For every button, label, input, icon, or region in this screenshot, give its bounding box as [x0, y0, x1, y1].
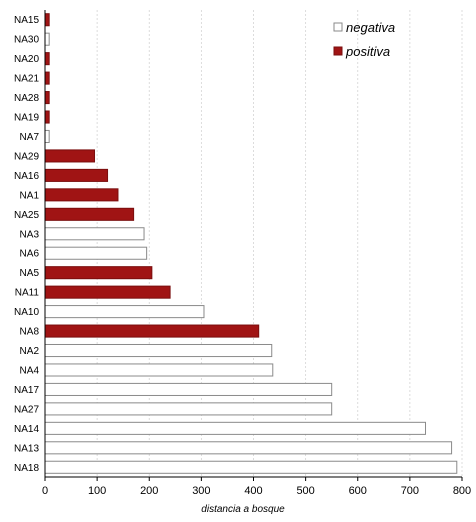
bar-NA18 — [44, 460, 458, 474]
bar-NA5 — [44, 266, 153, 280]
bar-NA10 — [44, 305, 205, 319]
y-tick-label: NA18 — [14, 463, 39, 474]
y-tick-label: NA7 — [20, 132, 40, 143]
y-tick-label: NA2 — [20, 346, 40, 357]
legend-label-negativa: negativa — [346, 20, 395, 35]
bar-NA29 — [44, 149, 96, 163]
bar-NA27 — [44, 402, 333, 416]
bar-NA16 — [44, 168, 109, 182]
bar-NA1 — [44, 188, 119, 202]
legend-swatch-positiva — [333, 46, 343, 56]
x-tick-label: 0 — [42, 485, 48, 497]
bar-NA25 — [44, 207, 135, 221]
y-tick-label: NA20 — [14, 54, 39, 65]
y-tick-label: NA8 — [20, 327, 40, 338]
y-tick-label: NA29 — [14, 151, 39, 162]
bar-NA30 — [44, 32, 50, 46]
y-tick-label: NA19 — [14, 113, 39, 124]
bar-NA28 — [44, 91, 50, 105]
legend-label-positiva: positiva — [345, 44, 390, 59]
bar-NA15 — [44, 13, 50, 27]
y-tick-label: NA15 — [14, 15, 39, 26]
y-tick-label: NA27 — [14, 404, 39, 415]
bar-NA6 — [44, 246, 148, 260]
y-tick-label: NA17 — [14, 385, 39, 396]
bar-NA8 — [44, 324, 260, 338]
bar-NA14 — [44, 421, 427, 435]
x-tick-label: 200 — [140, 485, 158, 497]
y-tick-label: NA3 — [20, 229, 40, 240]
legend-swatch-negativa — [333, 22, 343, 32]
bar-NA4 — [44, 363, 274, 377]
y-tick-label: NA6 — [20, 249, 40, 260]
y-tick-label: NA14 — [14, 424, 39, 435]
x-tick-label: 600 — [349, 485, 367, 497]
x-tick-label: 400 — [244, 485, 262, 497]
y-tick-label: NA13 — [14, 443, 39, 454]
y-tick-label: NA10 — [14, 307, 39, 318]
bar-NA11 — [44, 285, 171, 299]
y-tick-label: NA30 — [14, 35, 39, 46]
bar-NA2 — [44, 343, 273, 358]
y-tick-label: NA5 — [20, 268, 40, 279]
y-tick-label: NA28 — [14, 93, 39, 104]
x-tick-label: 800 — [453, 485, 471, 497]
y-tick-label: NA16 — [14, 171, 39, 182]
bar-NA3 — [44, 227, 145, 241]
x-tick-label: 700 — [401, 485, 419, 497]
y-tick-label: NA11 — [15, 288, 40, 299]
y-tick-label: NA1 — [20, 190, 40, 201]
bar-NA19 — [44, 110, 50, 124]
x-tick-label: 300 — [192, 485, 210, 497]
bar-NA17 — [44, 382, 333, 396]
y-tick-label: NA21 — [14, 74, 39, 85]
x-axis-title: distancia a bosque — [201, 504, 285, 515]
y-tick-label: NA25 — [14, 210, 39, 221]
y-tick-label: NA4 — [20, 365, 40, 376]
bar-NA21 — [44, 71, 50, 85]
x-tick-label: 500 — [296, 485, 314, 497]
bar-NA20 — [44, 52, 50, 66]
bar-NA7 — [44, 129, 50, 144]
x-tick-label: 100 — [88, 485, 106, 497]
bar-NA13 — [44, 441, 453, 455]
